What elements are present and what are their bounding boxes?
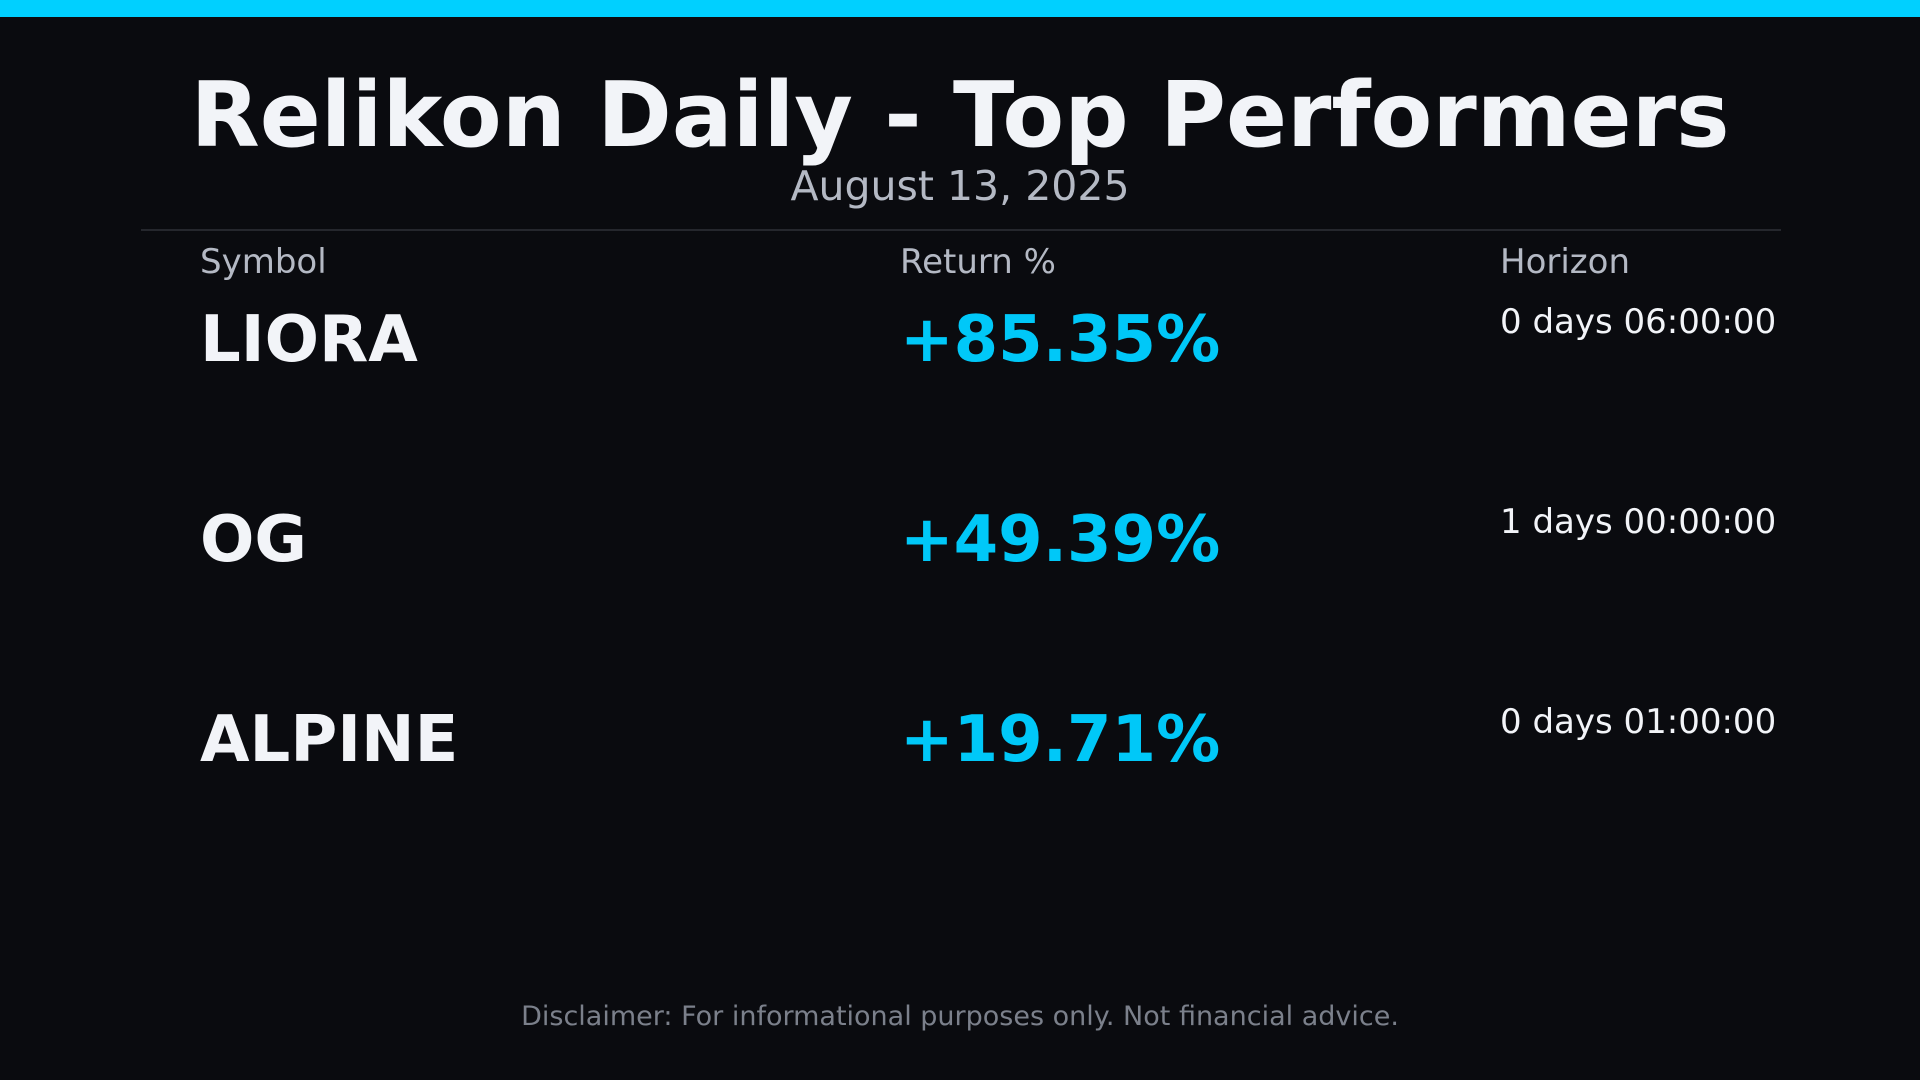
header-divider [141,229,1781,231]
row-horizon: 0 days 01:00:00 [1500,702,1777,742]
row-symbol: LIORA [200,303,418,377]
row-return: +19.71% [900,703,1221,777]
column-header-horizon: Horizon [1500,242,1630,282]
column-header-symbol: Symbol [200,242,327,282]
row-return: +85.35% [900,303,1221,377]
column-header-return: Return % [900,242,1056,282]
row-return: +49.39% [900,503,1221,577]
row-symbol: ALPINE [200,703,459,777]
accent-bar [0,0,1920,17]
report-date: August 13, 2025 [790,162,1130,210]
row-horizon: 0 days 06:00:00 [1500,302,1777,342]
row-horizon: 1 days 00:00:00 [1500,502,1777,542]
row-symbol: OG [200,503,307,577]
page-title: Relikon Daily - Top Performers [190,63,1730,168]
disclaimer: Disclaimer: For informational purposes o… [521,1001,1399,1032]
